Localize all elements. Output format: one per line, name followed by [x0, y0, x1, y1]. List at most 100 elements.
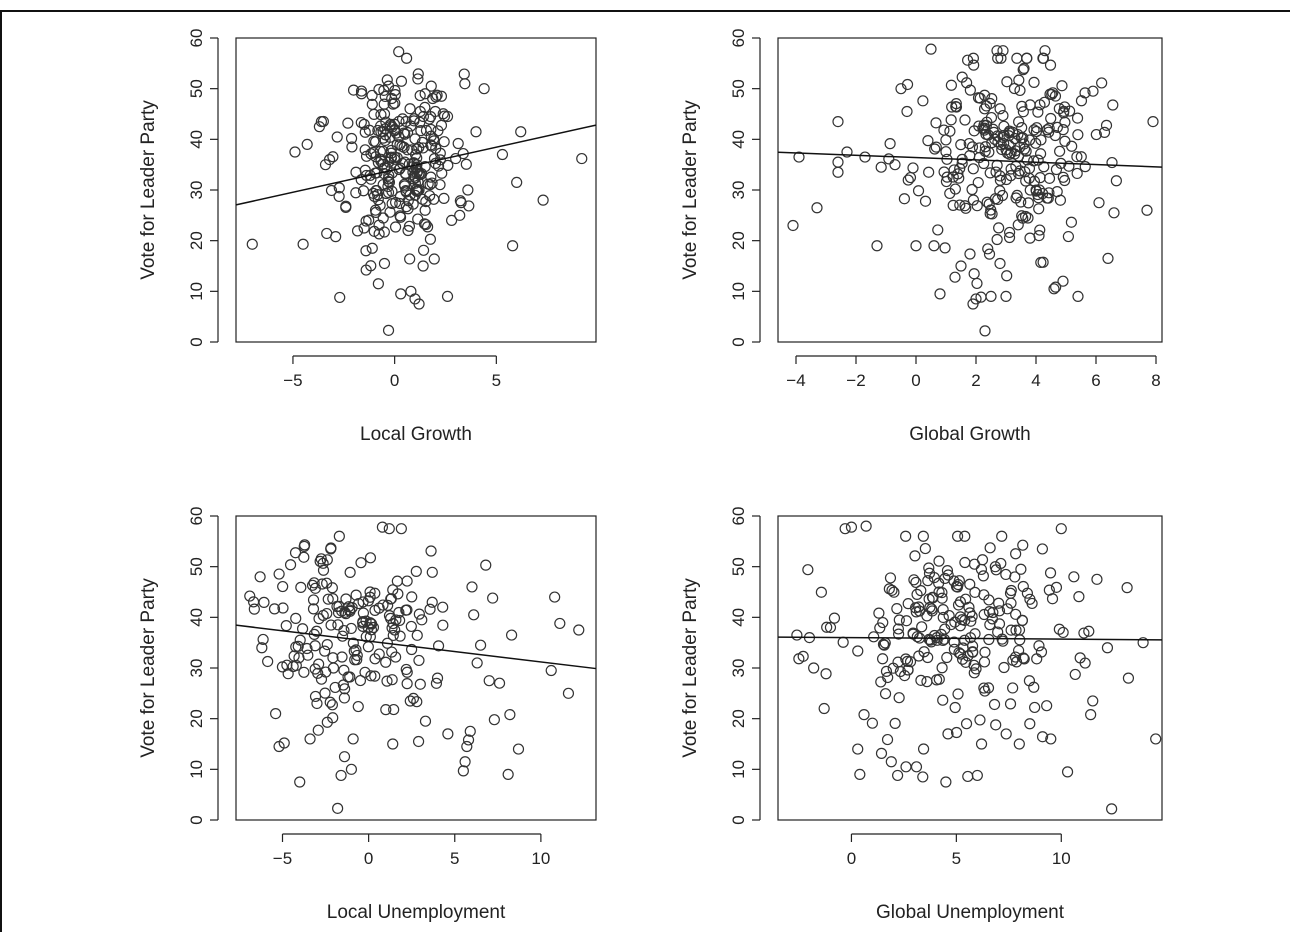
data-point	[432, 125, 444, 137]
data-point	[871, 240, 883, 252]
data-point	[386, 121, 398, 133]
data-point	[1016, 100, 1028, 112]
data-point	[359, 666, 371, 678]
data-point	[971, 200, 983, 212]
data-point	[327, 593, 339, 605]
data-point	[989, 193, 1001, 205]
data-points	[791, 520, 1162, 815]
data-point	[937, 694, 949, 706]
data-point	[793, 151, 805, 163]
data-point	[386, 167, 398, 179]
data-point	[400, 663, 412, 676]
data-point	[400, 604, 412, 616]
data-point	[504, 709, 516, 721]
data-point	[404, 695, 416, 707]
data-point	[1085, 709, 1097, 721]
data-point	[964, 248, 976, 260]
y-tick-label: 50	[729, 557, 748, 576]
data-point	[466, 581, 478, 593]
data-point	[419, 715, 432, 727]
x-tick-label: 6	[1091, 371, 1100, 390]
data-point	[892, 623, 904, 635]
data-point	[400, 115, 412, 128]
data-point	[380, 656, 392, 668]
data-point	[1058, 105, 1070, 117]
data-point	[824, 621, 837, 634]
data-point	[280, 620, 292, 632]
data-point	[1024, 718, 1036, 730]
data-point	[1050, 581, 1063, 593]
data-point	[389, 221, 402, 233]
data-point	[393, 115, 405, 128]
data-point	[445, 214, 458, 226]
y-tick-label: 0	[729, 815, 748, 824]
data-point	[407, 692, 420, 705]
data-point	[372, 278, 384, 290]
data-point	[1059, 135, 1071, 147]
data-point	[979, 325, 991, 337]
data-point	[971, 277, 983, 290]
data-point	[430, 91, 442, 103]
data-point	[404, 103, 416, 115]
data-point	[462, 734, 475, 746]
data-point	[1087, 695, 1099, 707]
data-point	[1031, 122, 1043, 134]
data-point	[998, 129, 1010, 141]
data-point	[997, 109, 1009, 122]
data-point	[978, 608, 990, 621]
data-point	[1011, 189, 1023, 202]
data-point	[478, 83, 490, 95]
y-tick-label: 20	[729, 709, 748, 728]
data-point	[309, 690, 322, 703]
data-point	[319, 687, 331, 699]
data-point	[985, 111, 998, 124]
data-point	[1071, 151, 1083, 163]
data-point	[900, 615, 913, 627]
data-point	[278, 737, 290, 749]
data-point	[956, 157, 968, 169]
data-point	[276, 661, 289, 673]
data-point	[937, 634, 949, 647]
data-point	[952, 578, 964, 591]
data-point	[289, 146, 301, 158]
data-point	[385, 151, 397, 163]
data-point	[1028, 124, 1040, 136]
data-point	[313, 613, 325, 625]
data-point	[333, 190, 345, 203]
data-point	[990, 719, 1002, 731]
data-point	[959, 614, 971, 627]
data-point	[963, 137, 975, 150]
data-point	[388, 703, 400, 716]
data-point	[412, 735, 425, 748]
data-point	[246, 238, 258, 250]
data-point	[395, 75, 408, 87]
data-point	[496, 148, 509, 161]
data-point	[839, 523, 851, 535]
chart-panel-4: 0 10 20 30 40 50 60 0 5 10 Global Unemployment Vote…	[680, 507, 1163, 923]
data-point	[961, 77, 973, 89]
data-point	[345, 763, 358, 775]
data-point	[425, 545, 437, 557]
regression-line	[777, 151, 1163, 168]
data-point	[874, 622, 886, 634]
data-point	[873, 607, 885, 619]
data-point	[359, 144, 371, 156]
data-point	[426, 566, 438, 578]
data-point	[1042, 192, 1054, 204]
data-point	[992, 52, 1004, 64]
data-point	[332, 619, 344, 631]
data-point	[424, 179, 436, 191]
data-point	[545, 664, 557, 677]
data-point	[832, 156, 844, 168]
data-point	[458, 68, 470, 80]
y-axis-title: Vote for Leader Party	[680, 578, 701, 758]
regression-line	[235, 124, 597, 206]
y-tick-label: 60	[729, 507, 748, 526]
data-point	[919, 195, 932, 207]
data-point	[346, 141, 358, 153]
data-point	[554, 617, 566, 630]
data-point	[311, 625, 323, 637]
data-point	[941, 565, 954, 577]
data-point	[970, 663, 982, 675]
data-point	[435, 90, 448, 102]
